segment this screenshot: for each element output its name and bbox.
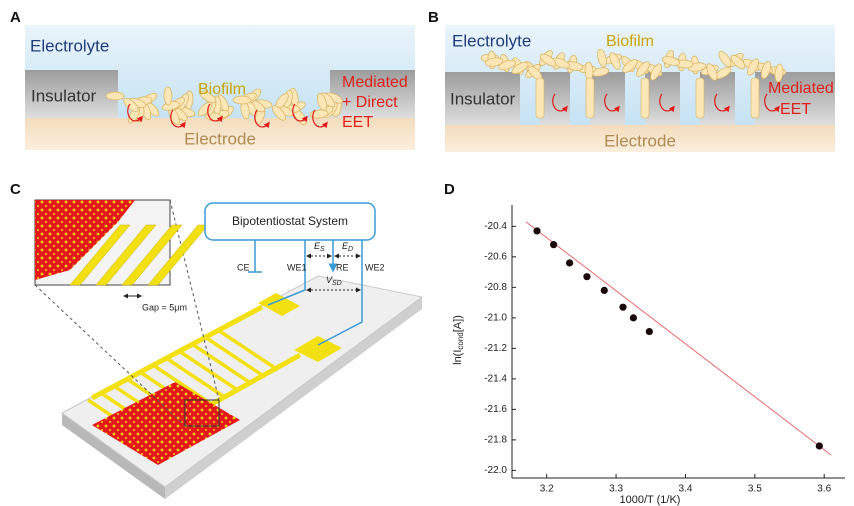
y-tick-label: -20.8 — [484, 282, 507, 293]
pillar — [590, 72, 625, 125]
point — [646, 328, 653, 335]
cell — [751, 78, 759, 118]
x-tick-label: 3.5 — [748, 484, 762, 495]
y-tick-label: -21.6 — [484, 404, 507, 415]
fit-line — [526, 222, 831, 455]
point — [583, 273, 590, 280]
point — [566, 259, 573, 266]
y-tick-label: -20.4 — [484, 221, 507, 232]
y-tick-label: -21.8 — [484, 435, 507, 446]
label: WE1 — [287, 262, 307, 272]
y-axis-label: ln(Icond[A]) — [452, 315, 465, 365]
panel-a: A Electrolyte Insulator Biofilm Mediated… — [10, 9, 415, 150]
x-tick-label: 3.4 — [678, 484, 692, 495]
pillar — [540, 72, 570, 125]
panel-c: C Gap = 5μm Bipotentiostat System CE WE1… — [10, 181, 422, 499]
label: ES — [314, 241, 325, 252]
cell — [696, 78, 704, 118]
label: Gap = 5μm — [142, 302, 187, 312]
label: WE2 — [365, 262, 385, 272]
label: Electrolyte — [30, 36, 109, 55]
panel-label: B — [428, 9, 439, 26]
point — [630, 314, 637, 321]
panel-b: B Electrolyte Biofilm Insulator Mediated… — [428, 9, 835, 152]
label: Mediated — [342, 74, 408, 91]
label: + Direct — [342, 94, 398, 111]
y-tick-label: -21.2 — [484, 343, 507, 354]
label: Insulator — [31, 86, 97, 105]
panel-label: D — [444, 181, 455, 198]
x-tick-label: 3.3 — [609, 484, 623, 495]
y-tick-label: -20.6 — [484, 251, 507, 262]
label: CE — [237, 262, 250, 272]
label: Biofilm — [606, 33, 654, 50]
label: Electrode — [184, 129, 256, 148]
panel-d: D 1000/T (1/K) ln(Icond[A]) -20.4 -20.6 -2… — [444, 181, 845, 506]
label: Bipotentiostat System — [232, 214, 348, 228]
cell — [106, 92, 124, 100]
panel-label: A — [10, 9, 21, 26]
point — [550, 241, 557, 248]
point — [601, 287, 608, 294]
label: Biofilm — [198, 81, 246, 98]
cell — [536, 78, 544, 118]
label: Electrode — [604, 131, 676, 150]
cell — [641, 78, 649, 118]
label: RE — [336, 262, 349, 272]
label: Electrolyte — [452, 31, 531, 50]
label: Mediated — [768, 80, 834, 97]
x-tick-label: 3.2 — [540, 484, 554, 495]
label: VSD — [326, 275, 342, 286]
cell — [586, 78, 594, 118]
pillar — [645, 72, 680, 125]
label: Insulator — [450, 89, 516, 108]
panel-label: C — [10, 181, 21, 198]
pillar — [700, 72, 735, 125]
cell — [164, 87, 173, 105]
label: EET — [342, 114, 373, 131]
x-axis-label: 1000/T (1/K) — [620, 494, 681, 506]
y-tick-label: -21.4 — [484, 374, 507, 385]
point — [533, 227, 540, 234]
x-tick-label: 3.6 — [817, 484, 831, 495]
point — [816, 442, 823, 449]
y-tick-label: -22.0 — [484, 465, 507, 476]
label: EET — [780, 101, 811, 118]
y-tick-label: -21.0 — [484, 313, 507, 324]
figure: A Electrolyte Insulator Biofilm Mediated… — [0, 0, 854, 506]
label: ED — [342, 241, 353, 252]
point — [619, 304, 626, 311]
